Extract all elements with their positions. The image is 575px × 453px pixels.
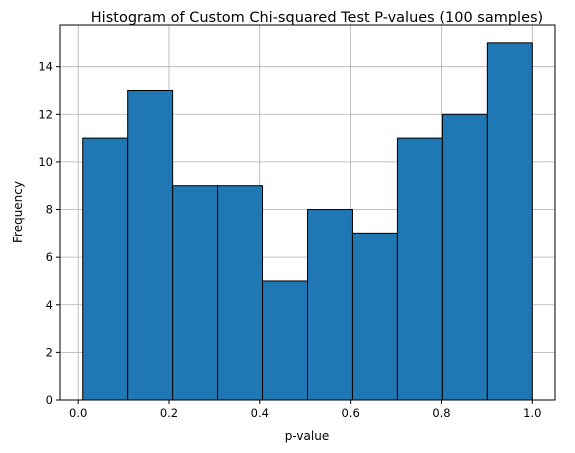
histogram-bar: [441, 113, 488, 401]
histogram-bars: [82, 42, 533, 401]
y-tick-label: 6: [46, 250, 53, 264]
x-tick-label: 0.2: [160, 406, 178, 420]
x-tick-label: 0.8: [432, 406, 450, 420]
x-tick-label: 0.4: [251, 406, 269, 420]
histogram-bar: [262, 280, 309, 401]
histogram-bar: [82, 137, 129, 401]
histogram-bar: [486, 42, 533, 401]
y-tick-label: 0: [46, 393, 53, 407]
histogram-bar: [127, 89, 174, 401]
y-tick-label: 10: [38, 155, 53, 169]
y-tick-label: 2: [46, 345, 53, 359]
y-tick-label: 12: [38, 107, 53, 121]
histogram-bar: [217, 185, 264, 401]
histogram-bar: [172, 185, 219, 401]
y-tick-label: 8: [46, 203, 53, 217]
histogram-bar: [307, 209, 353, 401]
histogram-bar: [351, 232, 398, 401]
x-tick-label: 1.0: [523, 406, 541, 420]
y-axis-label: Frequency: [11, 181, 25, 243]
x-tick-label: 0.0: [69, 406, 87, 420]
chart-title: Histogram of Custom Chi-squared Test P-v…: [91, 10, 543, 26]
x-axis-ticks: 0.0 0.2 0.4 0.6 0.8 1.0: [69, 400, 541, 420]
y-tick-label: 14: [38, 60, 53, 74]
y-tick-label: 4: [46, 298, 53, 312]
plot-frame: [59, 24, 556, 401]
y-axis-ticks: 0 2 4 6 8 10 12 14: [38, 60, 60, 407]
histogram-bar: [396, 137, 443, 401]
x-axis-label: p-value: [285, 429, 329, 443]
x-tick-label: 0.6: [341, 406, 359, 420]
